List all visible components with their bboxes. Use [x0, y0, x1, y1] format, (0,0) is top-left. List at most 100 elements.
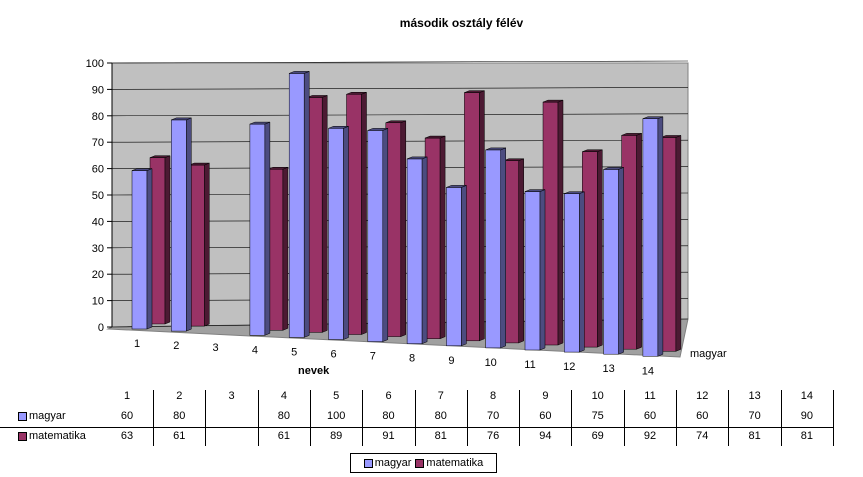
gridline [111, 113, 689, 117]
bar-side-magyar [500, 147, 506, 349]
y-tick-label: 10 [92, 296, 104, 308]
table-divider [0, 427, 833, 428]
table-column-line [623, 390, 625, 446]
y-tick-label: 60 [92, 164, 104, 176]
legend-label: matematika [426, 457, 484, 469]
table-cell-magyar: 60 [120, 410, 134, 422]
bar-side-matematika [204, 162, 210, 327]
bar-top-matematika [621, 133, 642, 136]
x-tick-label: 7 [370, 351, 376, 363]
bar-side-magyar [421, 156, 428, 345]
bar-side-matematika [361, 91, 367, 335]
table-header-cell: 13 [748, 390, 761, 402]
bar-magyar [288, 73, 305, 338]
table-cell-magyar: 80 [382, 410, 395, 422]
table-header-cell: 4 [280, 390, 287, 402]
bar-side-magyar [343, 125, 349, 340]
y-tick-label: 100 [86, 58, 104, 70]
table-header-cell: 5 [333, 390, 340, 402]
row-label-text: magyar [29, 410, 66, 422]
bar-magyar [367, 130, 384, 342]
bar-top-matematika [425, 135, 446, 139]
table-cell-magyar: 80 [277, 410, 291, 422]
bar-top-matematika [582, 149, 603, 152]
y-tick-label: 50 [92, 190, 104, 202]
x-tick-label: 3 [213, 342, 219, 354]
table-cell-matematika: 94 [539, 430, 552, 442]
y-tick-label: 0 [98, 322, 104, 334]
table-header-cell: 10 [591, 390, 604, 402]
table-column-line [309, 390, 311, 446]
table-swatch [18, 431, 27, 441]
bar-top-matematika [149, 155, 171, 158]
table-header-cell: 14 [800, 390, 814, 402]
legend-item-magyar: magyar [363, 457, 411, 469]
table-cell-matematika: 61 [277, 430, 291, 442]
table-cell-magyar: 100 [327, 410, 346, 422]
bar-top-magyar [603, 167, 624, 170]
table-cell-magyar: 75 [591, 410, 604, 422]
table-header-cell: 11 [644, 390, 656, 402]
bar-side-matematika [557, 99, 564, 346]
chart-title: második osztály félév [399, 16, 524, 30]
x-tick-label: 5 [291, 346, 297, 358]
bar-side-magyar [264, 121, 271, 336]
bar-top-magyar [367, 128, 388, 131]
table-column-line [414, 390, 416, 446]
table-cell-magyar: 60 [539, 410, 552, 422]
bar-top-magyar [289, 71, 310, 74]
bar-top-magyar [249, 121, 270, 125]
table-cell-magyar: 80 [173, 410, 186, 422]
bar-magyar [249, 123, 266, 336]
table-cell-magyar: 80 [434, 410, 447, 422]
table-column-line [362, 390, 364, 446]
row-label-text: matematika [29, 430, 86, 442]
legend-swatch [363, 458, 373, 468]
bar-side-matematika [439, 135, 446, 340]
table-column-line [728, 390, 730, 446]
table-header-cell: 12 [696, 390, 709, 402]
bar-magyar [524, 191, 541, 351]
bar-side-matematika [479, 90, 485, 342]
table-cell-matematika: 63 [120, 430, 134, 442]
table-cell-matematika: 89 [330, 430, 343, 442]
bar-magyar [328, 128, 344, 340]
table-cell-magyar: 70 [748, 410, 761, 422]
x-tick-label: 10 [485, 357, 497, 369]
table-column-line [676, 390, 677, 446]
bar-top-magyar [642, 116, 663, 119]
depth-axis-label: magyar [690, 348, 727, 360]
bar-side-magyar [657, 116, 664, 357]
bar-magyar [171, 119, 187, 332]
table-header-cell: 7 [437, 390, 444, 402]
bar-side-magyar [579, 191, 585, 353]
gridline [111, 87, 689, 90]
table-cell-matematika: 81 [748, 430, 761, 442]
table-header-cell: 2 [176, 390, 183, 402]
bar-side-magyar [303, 71, 310, 338]
x-tick-label: 13 [602, 363, 614, 375]
table-column-line [571, 390, 573, 446]
bar-side-magyar [461, 185, 467, 347]
table-cell-matematika: 74 [696, 430, 709, 442]
y-tick-label: 40 [92, 216, 104, 228]
bar-side-magyar [146, 168, 153, 330]
legend: magyar matematika [350, 453, 497, 473]
x-tick-label: 14 [642, 365, 654, 377]
bar-top-matematika [189, 162, 210, 166]
bar-side-matematika [321, 95, 328, 333]
bar-side-matematika [675, 135, 682, 352]
bar-top-magyar [485, 147, 506, 151]
table-cell-matematika: 69 [591, 430, 604, 442]
x-tick-label: 9 [448, 355, 454, 367]
y-tick-label: 80 [92, 111, 104, 123]
bar-magyar [406, 158, 423, 344]
table-cell-matematika: 61 [173, 430, 186, 442]
bar-side-matematika [597, 149, 603, 348]
bar-top-magyar [524, 189, 546, 192]
table-column-line [466, 390, 468, 446]
table-cell-matematika: 91 [382, 430, 395, 442]
bar-magyar [131, 170, 148, 330]
